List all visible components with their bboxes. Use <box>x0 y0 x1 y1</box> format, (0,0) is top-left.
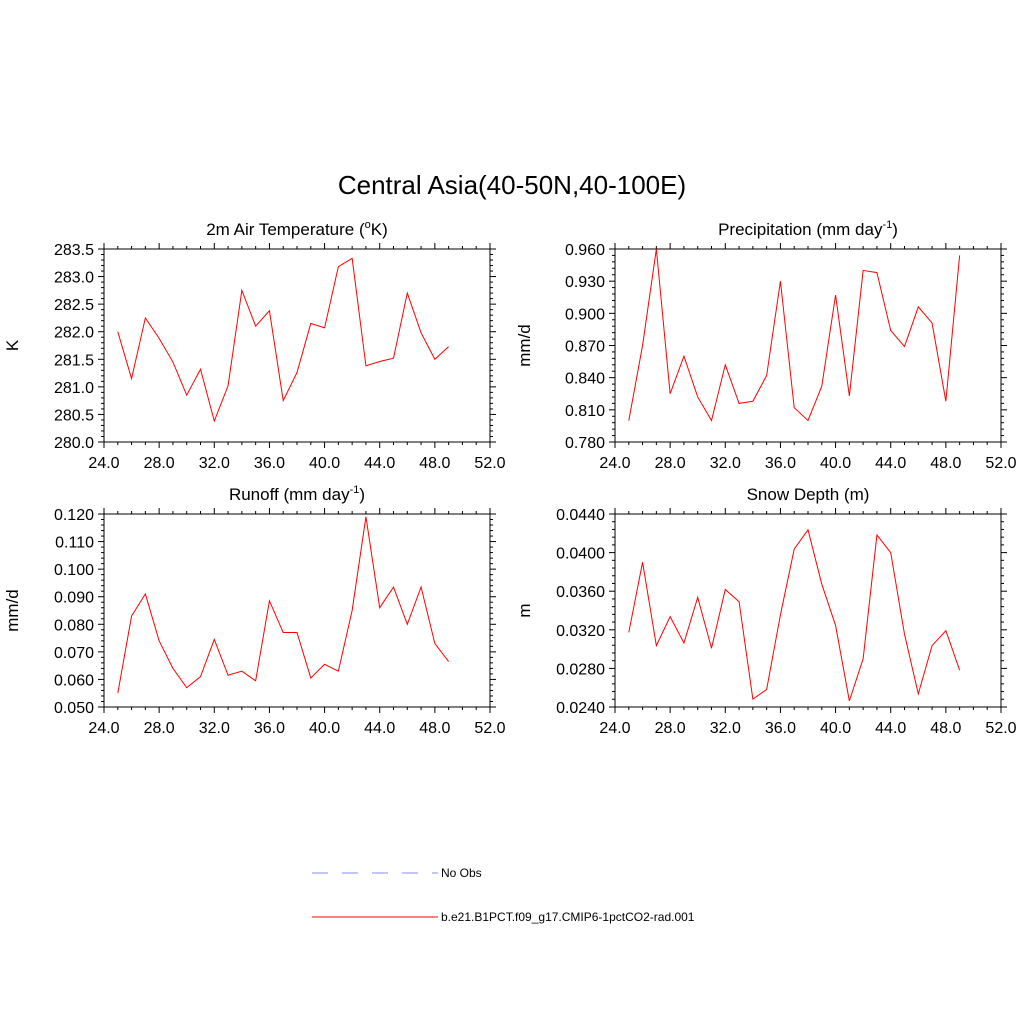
x-tick-label: 28.0 <box>655 720 686 737</box>
legend: No Obs b.e21.B1PCT.f09_g17.CMIP6-1pctCO2… <box>312 866 695 924</box>
y-tick-label: 0.810 <box>565 403 605 420</box>
y-tick-label: 281.5 <box>54 352 94 369</box>
x-tick-label: 24.0 <box>88 455 119 472</box>
series-line <box>117 257 449 423</box>
panel-1: 24.0 28.0 32.0 36.0 40.0 44.0 48.0 52.0 280.0 280… <box>3 219 506 472</box>
x-tick-label: 36.0 <box>765 455 796 472</box>
y-tick-label: 0.0240 <box>556 700 605 717</box>
x-tick-label: 48.0 <box>930 455 961 472</box>
y-tick-label: 0.0400 <box>556 546 605 563</box>
series-line <box>628 528 961 702</box>
x-tick-label: 36.0 <box>765 720 796 737</box>
panel-title-superscript: -1 <box>350 484 360 496</box>
plot-frame <box>614 513 1002 708</box>
x-tick-label: 44.0 <box>364 455 395 472</box>
y-tick-label: 0.050 <box>54 700 94 717</box>
legend-model-label: b.e21.B1PCT.f09_g17.CMIP6-1pctCO2-rad.00… <box>441 910 695 924</box>
legend-obs-label: No Obs <box>441 866 482 880</box>
series-line <box>628 248 961 422</box>
x-tick-label: 52.0 <box>474 720 505 737</box>
y-tick-label: 282.0 <box>54 325 94 342</box>
y-axis-label: m <box>515 603 534 617</box>
y-axis-label: mm/d <box>3 589 22 632</box>
x-tick-label: 44.0 <box>364 720 395 737</box>
x-tick-label: 40.0 <box>309 720 340 737</box>
x-tick-label: 48.0 <box>930 720 961 737</box>
y-tick-label: 0.090 <box>54 590 94 607</box>
panel-title-tail: K) <box>371 220 388 239</box>
panel-title-main: Snow Depth (m) <box>747 485 870 504</box>
x-tick-label: 52.0 <box>474 455 505 472</box>
x-tick-label: 40.0 <box>820 720 851 737</box>
y-tick-label: 0.120 <box>54 507 94 524</box>
x-tick-label: 40.0 <box>820 455 851 472</box>
x-tick-label: 28.0 <box>144 455 175 472</box>
y-tick-label: 0.100 <box>54 562 94 579</box>
y-tick-label: 0.840 <box>565 371 605 388</box>
y-tick-label: 282.5 <box>54 297 94 314</box>
panel-2: 24.0 28.0 32.0 36.0 40.0 44.0 48.0 52.0 0.780 0.8… <box>515 219 1017 472</box>
y-tick-label: 0.0320 <box>556 623 605 640</box>
y-tick-label: 0.930 <box>565 274 605 291</box>
x-tick-label: 32.0 <box>710 720 741 737</box>
x-tick-label: 24.0 <box>88 720 119 737</box>
panel-title-main: 2m Air Temperature ( <box>206 220 365 239</box>
plot-frame <box>103 248 491 443</box>
panel-4: 24.0 28.0 32.0 36.0 40.0 44.0 48.0 52.0 0.0240 0.… <box>515 485 1017 737</box>
y-tick-label: 0.070 <box>54 645 94 662</box>
x-tick-label: 44.0 <box>875 455 906 472</box>
panels: 24.0 28.0 32.0 36.0 40.0 44.0 48.0 52.0 280.0 280… <box>3 219 1017 737</box>
figure-title: Central Asia(40-50N,40-100E) <box>338 170 686 200</box>
y-tick-label: 0.0360 <box>556 584 605 601</box>
panel-title-tail: ) <box>892 220 898 239</box>
x-tick-label: 48.0 <box>419 455 450 472</box>
panel-title-superscript: -1 <box>882 219 892 231</box>
panel-title-main: Precipitation (mm day <box>718 220 883 239</box>
y-tick-label: 0.110 <box>55 535 94 552</box>
y-tick-label: 0.0440 <box>556 507 605 524</box>
plot-frame <box>103 513 491 708</box>
x-tick-label: 44.0 <box>875 720 906 737</box>
panel-title-main: Runoff (mm day <box>229 485 350 504</box>
x-tick-label: 24.0 <box>599 720 630 737</box>
x-tick-label: 32.0 <box>199 455 230 472</box>
y-tick-label: 0.060 <box>54 672 94 689</box>
y-tick-label: 283.5 <box>54 242 94 259</box>
x-tick-label: 52.0 <box>985 720 1016 737</box>
y-tick-label: 0.0280 <box>556 661 605 678</box>
panel-title-tail: ) <box>359 485 365 504</box>
y-tick-label: 280.5 <box>54 407 94 424</box>
y-tick-label: 0.960 <box>565 242 605 259</box>
plot-frame <box>614 248 1002 443</box>
panel-title: 2m Air Temperature (oK) <box>206 219 388 239</box>
x-tick-label: 28.0 <box>655 455 686 472</box>
panel-title: Precipitation (mm day-1) <box>718 219 898 239</box>
y-axis-label: K <box>3 339 22 351</box>
panel-3: 24.0 28.0 32.0 36.0 40.0 44.0 48.0 52.0 0.050 0.0… <box>3 484 506 737</box>
y-tick-label: 0.780 <box>565 435 605 452</box>
y-axis-label: mm/d <box>515 324 534 367</box>
panel-title-superscript: o <box>365 219 371 231</box>
x-tick-label: 36.0 <box>254 720 285 737</box>
series-line <box>117 516 450 694</box>
y-tick-label: 283.0 <box>54 270 94 287</box>
x-tick-label: 24.0 <box>599 455 630 472</box>
y-tick-label: 0.080 <box>54 617 94 634</box>
x-tick-label: 28.0 <box>144 720 175 737</box>
y-tick-label: 0.900 <box>565 306 605 323</box>
x-tick-label: 32.0 <box>710 455 741 472</box>
x-tick-label: 52.0 <box>985 455 1016 472</box>
x-tick-label: 32.0 <box>199 720 230 737</box>
y-tick-label: 0.870 <box>565 339 605 356</box>
y-tick-label: 281.0 <box>54 380 94 397</box>
x-tick-label: 36.0 <box>254 455 285 472</box>
y-tick-label: 280.0 <box>54 435 94 452</box>
x-tick-label: 40.0 <box>309 455 340 472</box>
x-tick-label: 48.0 <box>419 720 450 737</box>
panel-title: Snow Depth (m) <box>747 485 870 504</box>
panel-title: Runoff (mm day-1) <box>229 484 365 504</box>
